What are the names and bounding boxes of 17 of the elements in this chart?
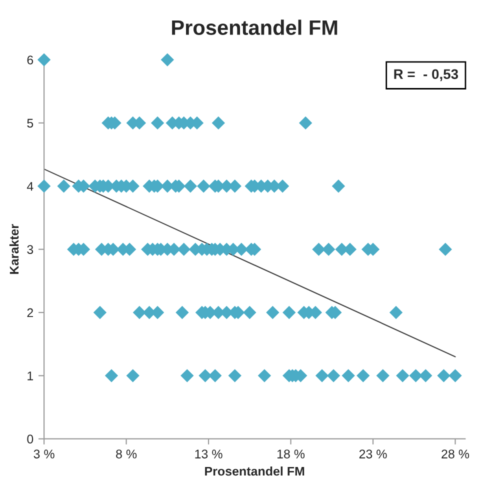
x-axis-title: Prosentandel FM (205, 466, 304, 476)
x-tick-label: 23 % (359, 450, 387, 458)
y-tick-label: 5 (27, 118, 34, 128)
x-tick-label: 8 % (116, 450, 137, 458)
y-tick-label: 2 (27, 308, 33, 318)
x-tick-label: 13 % (195, 450, 222, 458)
x-tick-label: 3 % (34, 450, 54, 458)
x-tick-label: 28 % (442, 450, 470, 458)
chart-title: Prosentandel FM (172, 20, 338, 35)
y-tick-label: 0 (27, 434, 34, 444)
y-tick-label: 4 (26, 182, 34, 191)
y-tick-label: 3 (27, 245, 34, 254)
x-tick-label: 18 % (277, 450, 305, 458)
y-axis-title: Karakter (9, 224, 19, 274)
y-tick-label: 1 (28, 372, 34, 380)
annotation: R = - 0,53 (394, 69, 458, 82)
y-tick-label: 6 (27, 56, 34, 64)
